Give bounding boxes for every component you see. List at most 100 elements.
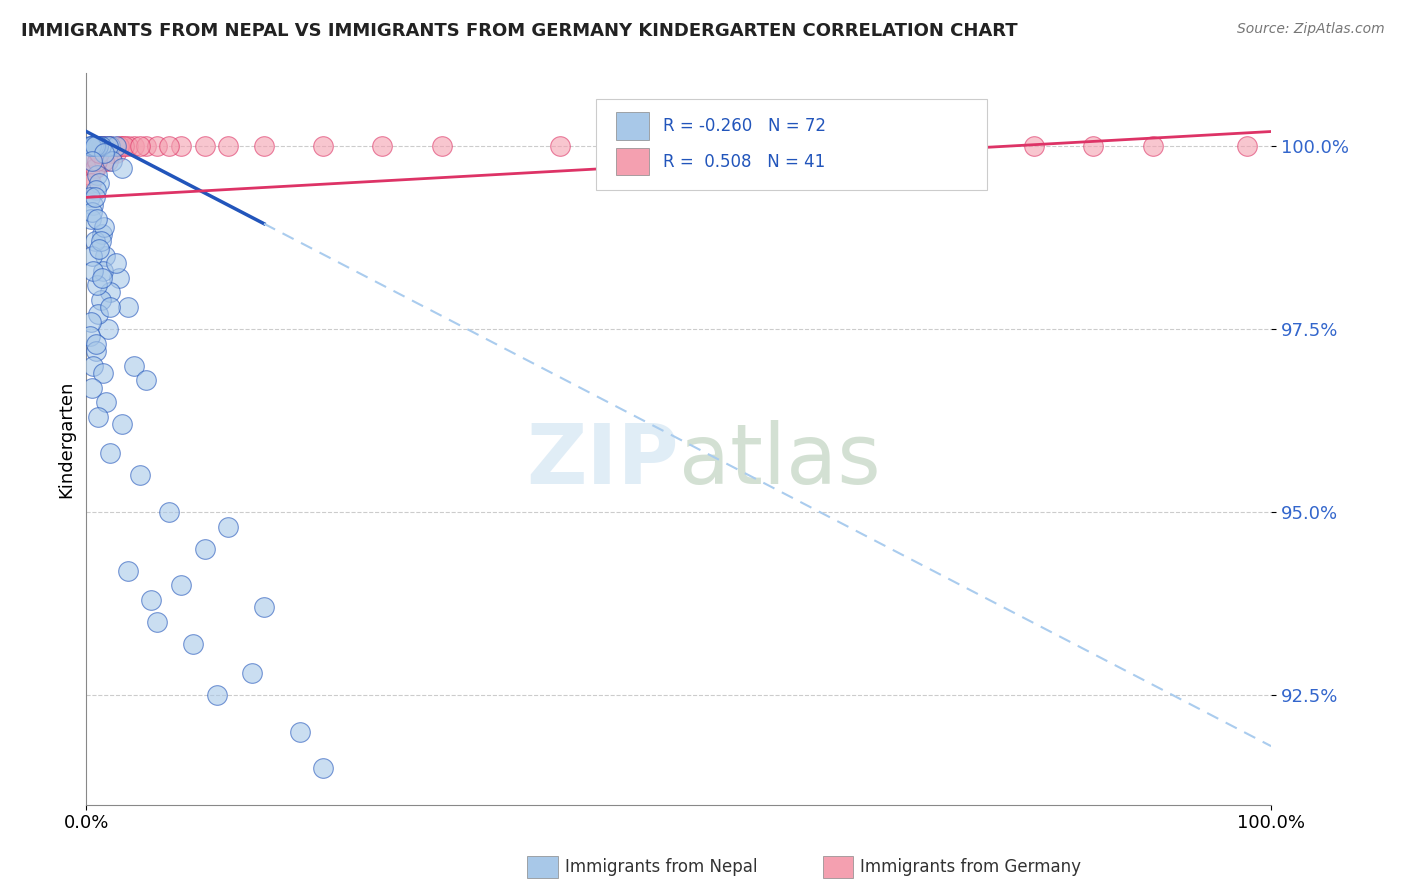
Point (90, 227, 112, 241)
Point (97, 139, 120, 153)
Point (371, 139, 394, 153)
Point (904, 139, 927, 153)
Point (83, 190, 105, 204)
Point (83, 234, 105, 248)
Point (83, 139, 105, 153)
Point (98, 139, 121, 153)
Point (96, 395, 118, 409)
Point (82, 139, 104, 153)
Point (80, 139, 103, 153)
Point (89, 242, 111, 256)
Point (1083, 139, 1105, 153)
Point (94, 249, 117, 263)
Point (86, 153, 108, 168)
Point (104, 146, 127, 161)
Point (117, 139, 139, 153)
Point (79, 329, 101, 343)
Point (79, 190, 101, 204)
Point (86, 212, 108, 227)
Point (668, 139, 690, 153)
Point (80, 176, 103, 190)
Point (79, 139, 101, 153)
Point (312, 761, 335, 775)
Point (312, 139, 335, 153)
Point (93, 153, 115, 168)
Point (89, 176, 111, 190)
Text: IMMIGRANTS FROM NEPAL VS IMMIGRANTS FROM GERMANY KINDERGARTEN CORRELATION CHART: IMMIGRANTS FROM NEPAL VS IMMIGRANTS FROM… (21, 22, 1018, 40)
Text: atlas: atlas (679, 420, 880, 501)
Point (80, 315, 103, 329)
Point (117, 564, 139, 578)
Point (117, 300, 139, 314)
Point (91, 366, 114, 380)
Point (93, 146, 115, 161)
Point (146, 615, 169, 629)
Point (82, 197, 104, 211)
Point (963, 139, 986, 153)
Point (122, 139, 145, 153)
Point (111, 417, 134, 432)
Point (82, 381, 104, 395)
Point (89, 146, 111, 161)
Point (82, 359, 104, 373)
Point (98, 285, 121, 300)
Point (87, 409, 110, 424)
Point (93, 219, 115, 234)
Point (98, 300, 121, 314)
Point (240, 665, 263, 680)
Point (194, 139, 217, 153)
Point (253, 139, 276, 153)
Point (430, 139, 453, 153)
Point (89, 234, 111, 248)
Point (104, 139, 127, 153)
Point (181, 637, 204, 651)
Point (786, 139, 808, 153)
Point (1024, 139, 1046, 153)
Point (89, 139, 111, 153)
Point (82, 263, 104, 277)
Point (79, 169, 101, 183)
Point (101, 153, 124, 168)
Point (1142, 139, 1164, 153)
Point (91, 263, 114, 277)
Point (108, 139, 131, 153)
Point (98, 446, 121, 460)
Point (93, 139, 115, 153)
Point (253, 600, 276, 615)
Point (170, 139, 193, 153)
Point (128, 468, 150, 483)
Point (82, 205, 104, 219)
Point (97, 322, 120, 336)
Point (82, 249, 104, 263)
Point (135, 139, 157, 153)
Point (90, 270, 112, 285)
Y-axis label: Kindergarten: Kindergarten (58, 380, 75, 498)
Point (97, 153, 120, 168)
FancyBboxPatch shape (596, 99, 987, 190)
Point (146, 139, 169, 153)
Point (104, 256, 127, 270)
Bar (616, 112, 650, 140)
Point (84, 344, 107, 359)
Point (135, 373, 157, 387)
Point (157, 139, 180, 153)
Text: Immigrants from Germany: Immigrants from Germany (860, 858, 1081, 876)
Point (128, 139, 150, 153)
Point (288, 724, 311, 739)
Point (194, 541, 217, 556)
Point (205, 688, 228, 702)
Point (217, 139, 239, 153)
Point (111, 161, 134, 175)
Point (217, 519, 239, 533)
Point (82, 153, 104, 168)
Point (84, 183, 107, 197)
Point (108, 270, 131, 285)
Point (141, 592, 163, 607)
Point (80, 212, 103, 227)
Point (87, 308, 110, 322)
Point (548, 139, 571, 153)
Point (170, 578, 193, 592)
Point (112, 139, 135, 153)
Point (86, 169, 108, 183)
Point (87, 139, 110, 153)
